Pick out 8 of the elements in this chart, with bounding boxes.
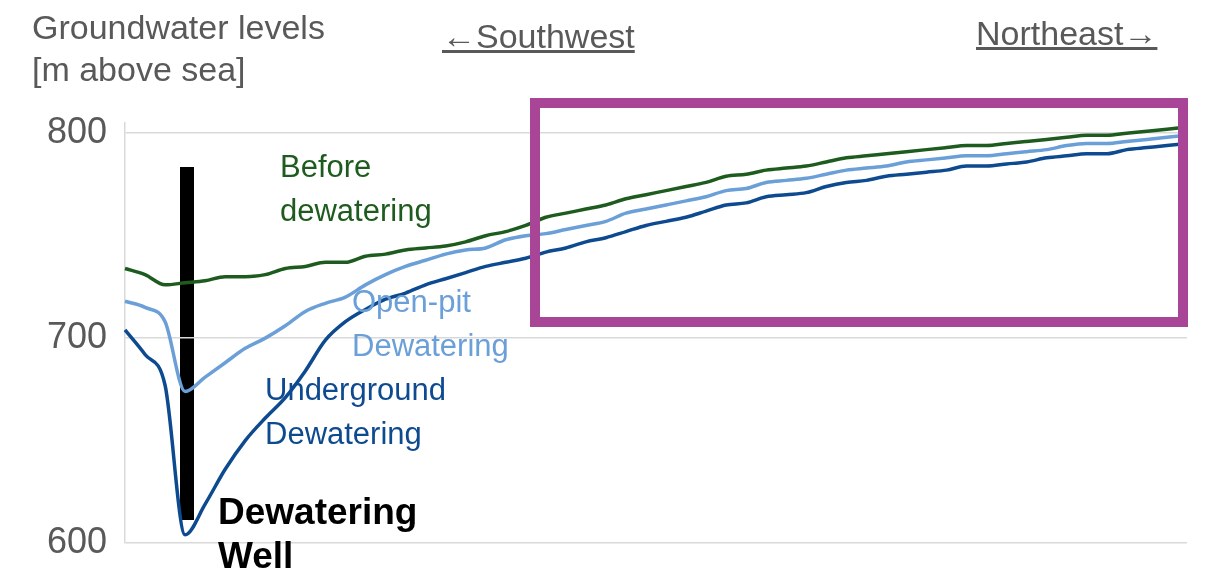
- annotation: Dewatering Well: [218, 490, 419, 578]
- series-label: Before dewatering: [280, 148, 433, 230]
- text: Northeast→: [976, 13, 1159, 54]
- y-axis-title: Groundwater levels [m above sea]: [32, 7, 326, 90]
- y-tick-label: 600: [46, 519, 107, 561]
- text: ←Southwest: [442, 16, 636, 57]
- y-tick-label: 700: [46, 315, 107, 357]
- y-tick-label: 800: [46, 110, 107, 152]
